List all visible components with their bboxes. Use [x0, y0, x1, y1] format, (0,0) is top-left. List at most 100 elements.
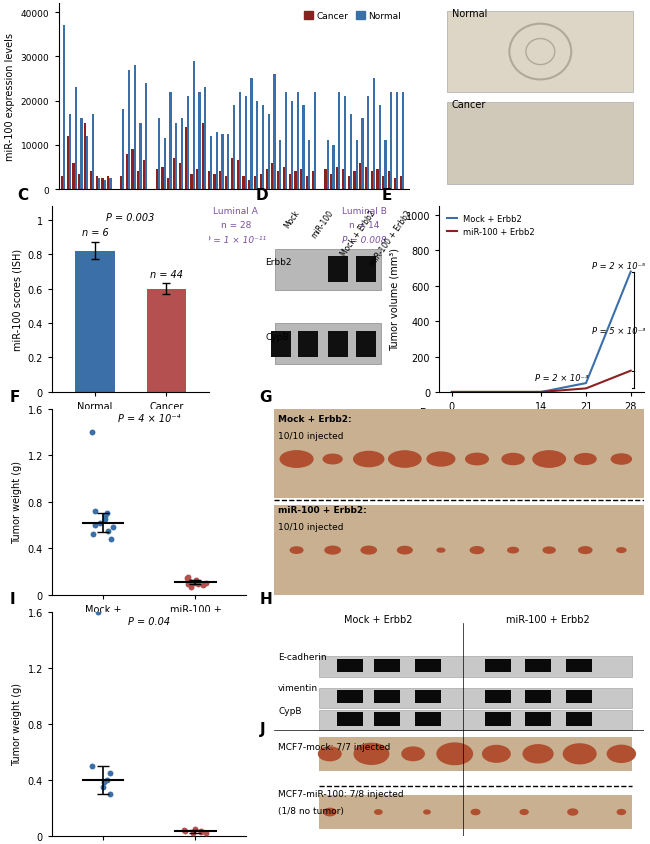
Bar [196, 170, 198, 190]
Bar [92, 115, 94, 190]
Circle shape [618, 809, 625, 814]
Text: miR-100 + Erbb2: miR-100 + Erbb2 [506, 614, 590, 624]
Circle shape [291, 547, 303, 554]
Bar [242, 176, 244, 190]
Mock + Erbb2 [448, 387, 456, 398]
Text: Mock + Erbb2:: Mock + Erbb2: [278, 415, 352, 424]
Bar [156, 170, 158, 190]
Text: n = 9: n = 9 [74, 220, 99, 230]
Text: Mock + Erbb2: Mock + Erbb2 [339, 208, 378, 257]
Point [186, 576, 196, 589]
Text: Luminal B: Luminal B [342, 208, 387, 216]
Bar [296, 93, 299, 190]
Circle shape [611, 454, 631, 464]
Bar [69, 115, 71, 190]
Bar [122, 111, 124, 190]
Point [201, 576, 211, 590]
Point [180, 825, 190, 838]
Text: P = 0.04: P = 0.04 [128, 616, 170, 626]
Text: P = 2 × 10⁻⁵: P = 2 × 10⁻⁵ [592, 262, 645, 271]
Bar [170, 93, 172, 190]
Point [93, 605, 103, 619]
Bar [101, 179, 103, 190]
Bar [86, 137, 88, 190]
Bar [73, 164, 75, 190]
Text: Basal-like: Basal-like [64, 208, 108, 216]
Bar [254, 176, 256, 190]
Bar [81, 119, 83, 190]
miR-100 + Erbb2 [448, 387, 456, 398]
Bar [302, 106, 305, 190]
Bar [202, 123, 204, 190]
Bar [289, 175, 291, 190]
Bar [231, 159, 233, 190]
FancyBboxPatch shape [275, 250, 381, 290]
Point [105, 787, 115, 800]
Bar [332, 146, 335, 190]
Point [87, 759, 98, 772]
Point [87, 425, 98, 439]
Bar [361, 119, 363, 190]
Circle shape [424, 810, 430, 814]
FancyBboxPatch shape [271, 331, 291, 357]
Point [103, 524, 113, 538]
Bar [131, 150, 134, 190]
Y-axis label: Tumor weight (g): Tumor weight (g) [12, 461, 22, 544]
Circle shape [523, 745, 553, 763]
Bar [314, 93, 316, 190]
FancyBboxPatch shape [337, 659, 363, 673]
Point [185, 580, 196, 593]
Point [190, 573, 201, 587]
Bar [348, 176, 350, 190]
Point [198, 579, 208, 592]
Bar [210, 137, 212, 190]
Bar [158, 119, 160, 190]
Bar [390, 93, 393, 190]
Circle shape [483, 745, 510, 762]
FancyBboxPatch shape [318, 711, 632, 730]
Circle shape [324, 809, 336, 816]
Text: Luminal A: Luminal A [213, 208, 258, 216]
FancyBboxPatch shape [298, 331, 318, 357]
miR-100 + Erbb2 [582, 384, 590, 394]
Circle shape [354, 452, 384, 467]
Bar [256, 101, 258, 190]
Bar [354, 172, 356, 190]
Circle shape [427, 452, 455, 467]
Circle shape [402, 747, 424, 760]
Bar [75, 89, 77, 190]
Circle shape [280, 452, 313, 468]
FancyBboxPatch shape [356, 257, 376, 283]
Bar [239, 93, 241, 190]
Bar [324, 170, 327, 190]
Mock + Erbb2 [582, 379, 590, 389]
Y-axis label: miR-100 expression levels: miR-100 expression levels [5, 33, 15, 161]
Bar [394, 179, 396, 190]
Bar [78, 175, 81, 190]
Text: 10/10 injected: 10/10 injected [278, 431, 344, 441]
Bar [143, 161, 145, 190]
Bar [128, 71, 130, 190]
Bar [216, 133, 218, 190]
Text: F: F [9, 390, 20, 405]
Bar [185, 128, 187, 190]
FancyBboxPatch shape [525, 690, 551, 704]
Bar [344, 97, 346, 190]
Text: E: E [382, 187, 392, 203]
Bar [291, 101, 293, 190]
Text: Cancer: Cancer [452, 100, 486, 111]
Bar [75, 252, 114, 392]
FancyBboxPatch shape [415, 690, 441, 704]
Text: Normal: Normal [452, 9, 487, 19]
Y-axis label: miR-100 scores (ISH): miR-100 scores (ISH) [12, 249, 22, 350]
FancyBboxPatch shape [566, 659, 592, 673]
Text: miR-100: miR-100 [310, 208, 336, 240]
Circle shape [617, 548, 626, 553]
Text: P = 0.001: P = 0.001 [111, 236, 156, 245]
Circle shape [375, 810, 382, 814]
Text: Erbb2: Erbb2 [265, 258, 292, 267]
Text: miR-100 + Erbb2: miR-100 + Erbb2 [368, 208, 413, 268]
FancyBboxPatch shape [275, 324, 381, 365]
Bar [190, 175, 192, 190]
Legend: Mock + Erbb2, miR-100 + Erbb2: Mock + Erbb2, miR-100 + Erbb2 [443, 211, 538, 240]
